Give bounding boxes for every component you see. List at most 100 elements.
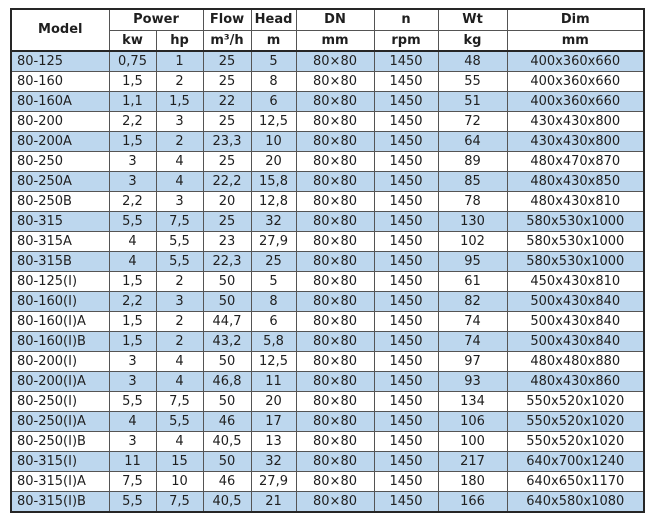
wt_kg-cell: 134 [437, 390, 508, 412]
power_hp-cell: 5,5 [155, 410, 204, 432]
n_rpm-cell: 1450 [373, 450, 439, 472]
table-row: 80-250B 2,2 3 20 12,8 80×80 1450 78 480x430x810 [10, 190, 645, 212]
power_hp-cell: 10 [155, 470, 204, 492]
power_hp-cell: 2 [155, 270, 204, 292]
header-power: Power [108, 8, 204, 31]
model-cell: 80-315(I)A [10, 470, 110, 492]
n_rpm-cell: 1450 [373, 250, 439, 272]
dim_mm-cell: 400x360x660 [506, 50, 645, 72]
dn_mm-cell: 80×80 [295, 90, 375, 112]
table-row: 80-315(I) 11 15 50 32 80×80 1450 217 640x700x124… [10, 450, 645, 472]
power_kw-cell: 4 [108, 410, 157, 432]
power_kw-cell: 7,5 [108, 470, 157, 492]
wt_kg-cell: 130 [437, 210, 508, 232]
flow_m3h-cell: 40,5 [202, 430, 252, 452]
power_hp-cell: 5,5 [155, 250, 204, 272]
dim_mm-cell: 480x430x810 [506, 190, 645, 212]
head_m-cell: 12,5 [250, 350, 297, 372]
n_rpm-cell: 1450 [373, 430, 439, 452]
power_kw-cell: 2,2 [108, 110, 157, 132]
table-row: 80-250(I)A 4 5,5 46 17 80×80 1450 106 550x520x10… [10, 410, 645, 432]
flow_m3h-cell: 25 [202, 210, 252, 232]
power_hp-cell: 3 [155, 290, 204, 312]
n_rpm-cell: 1450 [373, 150, 439, 172]
header-dn: DN [295, 8, 375, 31]
power_hp-cell: 7,5 [155, 490, 204, 512]
model-cell: 80-125 [10, 50, 110, 72]
wt_kg-cell: 102 [437, 230, 508, 252]
head_m-cell: 8 [250, 290, 297, 312]
wt_kg-cell: 55 [437, 70, 508, 92]
head_m-cell: 13 [250, 430, 297, 452]
model-cell: 80-250A [10, 170, 110, 192]
wt_kg-cell: 97 [437, 350, 508, 372]
unit-dn: mm [295, 29, 375, 51]
n_rpm-cell: 1450 [373, 350, 439, 372]
model-cell: 80-160(I)A [10, 310, 110, 332]
n_rpm-cell: 1450 [373, 90, 439, 112]
power_kw-cell: 5,5 [108, 210, 157, 232]
power_kw-cell: 4 [108, 250, 157, 272]
power_kw-cell: 5,5 [108, 490, 157, 512]
flow_m3h-cell: 22,2 [202, 170, 252, 192]
table-row: 80-315B 4 5,5 22,3 25 80×80 1450 95 580x530x1000 [10, 250, 645, 272]
n_rpm-cell: 1450 [373, 190, 439, 212]
head_m-cell: 17 [250, 410, 297, 432]
header-head: Head [250, 8, 297, 31]
dim_mm-cell: 640x700x1240 [506, 450, 645, 472]
unit-n: rpm [373, 29, 439, 51]
table-row: 80-200(I) 3 4 50 12,5 80×80 1450 97 480x480x880 [10, 350, 645, 372]
model-cell: 80-200(I)A [10, 370, 110, 392]
power_hp-cell: 15 [155, 450, 204, 472]
model-cell: 80-250(I) [10, 390, 110, 412]
pump-spec-table: Model Power Flow Head DN n Wt Dim kw hp … [10, 8, 646, 513]
n_rpm-cell: 1450 [373, 210, 439, 232]
wt_kg-cell: 51 [437, 90, 508, 112]
flow_m3h-cell: 50 [202, 270, 252, 292]
dim_mm-cell: 580x530x1000 [506, 210, 645, 232]
table-row: 80-200(I)A 3 4 46,8 11 80×80 1450 93 480x430x860 [10, 370, 645, 392]
dn_mm-cell: 80×80 [295, 150, 375, 172]
head_m-cell: 21 [250, 490, 297, 512]
model-cell: 80-315 [10, 210, 110, 232]
flow_m3h-cell: 23,3 [202, 130, 252, 152]
dim_mm-cell: 450x430x810 [506, 270, 645, 292]
head_m-cell: 6 [250, 90, 297, 112]
dn_mm-cell: 80×80 [295, 370, 375, 392]
model-cell: 80-315(I)B [10, 490, 110, 512]
head_m-cell: 12,5 [250, 110, 297, 132]
dn_mm-cell: 80×80 [295, 310, 375, 332]
n_rpm-cell: 1450 [373, 110, 439, 132]
power_hp-cell: 4 [155, 370, 204, 392]
dn_mm-cell: 80×80 [295, 270, 375, 292]
head_m-cell: 20 [250, 390, 297, 412]
wt_kg-cell: 61 [437, 270, 508, 292]
wt_kg-cell: 74 [437, 330, 508, 352]
table-row: 80-160 1,5 2 25 8 80×80 1450 55 400x360x660 [10, 70, 645, 92]
power_hp-cell: 1 [155, 50, 204, 72]
dn_mm-cell: 80×80 [295, 130, 375, 152]
table-row: 80-200A 1,5 2 23,3 10 80×80 1450 64 430x430x800 [10, 130, 645, 152]
power_kw-cell: 1,5 [108, 70, 157, 92]
flow_m3h-cell: 44,7 [202, 310, 252, 332]
dn_mm-cell: 80×80 [295, 250, 375, 272]
n_rpm-cell: 1450 [373, 70, 439, 92]
dn_mm-cell: 80×80 [295, 170, 375, 192]
table-row: 80-250(I) 5,5 7,5 50 20 80×80 1450 134 550x520x1… [10, 390, 645, 412]
flow_m3h-cell: 46 [202, 470, 252, 492]
head_m-cell: 6 [250, 310, 297, 332]
power_kw-cell: 11 [108, 450, 157, 472]
table-row: 80-200 2,2 3 25 12,5 80×80 1450 72 430x430x800 [10, 110, 645, 132]
power_kw-cell: 3 [108, 350, 157, 372]
table-row: 80-315(I)B 5,5 7,5 40,5 21 80×80 1450 166 640x58… [10, 490, 645, 512]
flow_m3h-cell: 25 [202, 150, 252, 172]
power_kw-cell: 1,5 [108, 310, 157, 332]
dn_mm-cell: 80×80 [295, 410, 375, 432]
dim_mm-cell: 550x520x1020 [506, 430, 645, 452]
flow_m3h-cell: 46 [202, 410, 252, 432]
unit-dim: mm [506, 29, 645, 51]
n_rpm-cell: 1450 [373, 370, 439, 392]
power_kw-cell: 3 [108, 150, 157, 172]
dn_mm-cell: 80×80 [295, 350, 375, 372]
model-cell: 80-200 [10, 110, 110, 132]
